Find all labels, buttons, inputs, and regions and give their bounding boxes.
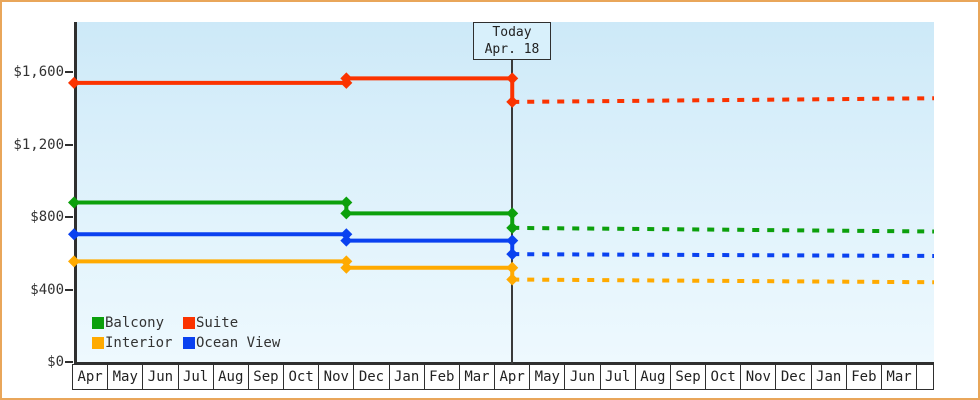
today-date: Apr. 18 [484,42,540,57]
y-axis-tick [65,288,73,291]
series-line-ocean-view [74,232,515,255]
y-axis-label: $400 [30,281,64,298]
month-cell-blank [916,365,933,389]
data-point-marker-balcony [340,207,353,220]
month-cell: Feb [423,365,459,389]
month-cell: Jul [177,365,213,389]
data-point-marker-interior [506,273,519,286]
data-point-marker-balcony [506,221,519,234]
forecast-line-suite [512,96,935,104]
data-point-marker-interior [506,261,519,274]
data-point-marker-ocean-view [68,228,80,241]
legend-label: Balcony [105,315,165,331]
series-line-suite [74,76,515,102]
data-point-marker-ocean-view [506,248,519,261]
data-point-marker-balcony [506,207,519,220]
month-cell: Aug [212,365,248,389]
series-plot [68,72,935,286]
y-axis-tick [65,361,73,363]
month-cell: Sep [669,365,705,389]
data-point-marker-suite [506,72,519,85]
month-cell: Jan [810,365,846,389]
legend-swatch-icon [183,317,195,329]
data-point-marker-balcony [68,196,80,209]
today-annotation-box: Today Apr. 18 [473,22,551,60]
forecast-line-ocean-view [512,252,935,258]
data-point-marker-balcony [340,196,353,209]
legend-swatch-icon [183,337,195,349]
month-cell: Apr [494,365,529,389]
month-cell: May [529,365,564,389]
month-cell: Nov [740,365,775,389]
month-cell: Oct [283,365,318,389]
legend-label: Ocean View [196,335,281,351]
y-axis-label: $1,600 [13,64,64,80]
month-cell: May [107,365,142,389]
month-cell: Dec [775,365,810,389]
data-point-marker-interior [340,261,353,274]
month-cell: Apr [77,369,103,385]
legend-swatch-icon [92,337,104,349]
month-cell: Feb [845,365,881,389]
legend-item-ocean-view: Ocean View [183,333,280,353]
legend-item-balcony: Balcony [92,313,183,333]
y-axis-tick [65,71,73,73]
y-axis-label: $0 [47,354,64,370]
month-cell: Aug [634,365,670,389]
legend: Balcony Suite Interior Ocean View [92,313,280,353]
y-axis-tick [65,216,73,218]
forecast-line-balcony [512,225,935,234]
y-axis-tick [65,143,73,146]
month-cell: Jun [564,365,599,389]
data-point-marker-ocean-view [506,234,519,247]
legend-item-interior: Interior [92,333,183,353]
month-cell: Jun [142,365,177,389]
data-point-marker-interior [340,255,353,268]
legend-label: Suite [196,315,239,331]
month-cell: Nov [318,365,353,389]
data-point-marker-suite [506,95,519,108]
data-point-marker-suite [340,72,353,85]
legend-label: Interior [105,335,173,351]
forecast-line-interior [512,277,935,285]
legend-item-suite: Suite [183,313,280,333]
data-point-marker-ocean-view [340,228,353,241]
today-label: Today [492,25,532,40]
data-point-marker-ocean-view [340,234,353,247]
month-cell: Jan [388,365,424,389]
month-cell: Mar [880,365,916,389]
month-cell: Oct [705,365,740,389]
data-point-marker-interior [68,255,80,268]
legend-swatch-icon [92,317,104,329]
month-cell: Dec [353,365,388,389]
month-cell: Mar [458,365,494,389]
y-axis-label: $1,200 [13,136,64,153]
x-axis-month-row: Apr May Jun Jul Aug Sep Oct Nov Dec Jan Feb Mar Apr M… [72,364,934,390]
month-cell: Jul [599,365,635,389]
series-line-balcony [74,200,515,228]
series-line-interior [74,259,515,280]
data-point-marker-suite [68,76,80,89]
y-axis-label: $800 [30,209,64,225]
month-cell: Sep [247,365,283,389]
